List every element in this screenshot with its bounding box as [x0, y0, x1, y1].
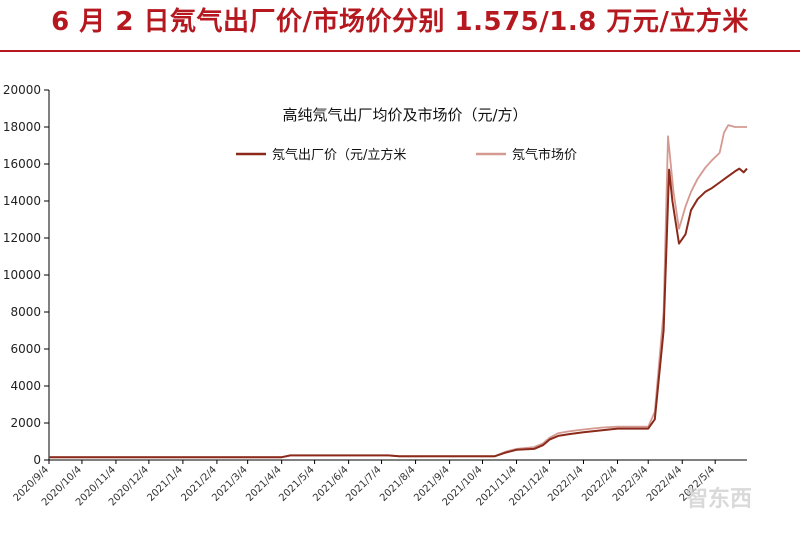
legend: 氖气出厂价（元/立方米 氖气市场价	[236, 147, 577, 163]
x-tick-label: 2021/8/4	[378, 464, 418, 504]
page-title: 6 月 2 日氖气出厂价/市场价分别 1.575/1.8 万元/立方米	[51, 7, 749, 37]
x-tick-label: 2021/1/4	[145, 464, 185, 504]
x-tick-label: 2021/7/4	[344, 464, 384, 504]
y-tick-label: 2000	[10, 416, 41, 430]
chart-title: 高纯氖气出厂均价及市场价（元/方）	[282, 106, 527, 124]
legend-label-factory-price: 氖气出厂价（元/立方米	[272, 147, 406, 163]
title-divider	[0, 50, 800, 52]
x-axis: 2020/9/42020/10/42020/11/42020/12/42021/…	[12, 459, 747, 508]
y-tick-label: 20000	[3, 83, 41, 97]
y-tick-label: 10000	[3, 268, 41, 282]
x-tick-label: 2021/5/4	[277, 464, 317, 504]
y-tick-label: 6000	[10, 342, 41, 356]
series-line-market-price	[49, 124, 747, 459]
y-tick-label: 14000	[3, 194, 41, 208]
y-tick-label: 0	[33, 453, 41, 467]
y-tick-label: 4000	[10, 379, 41, 393]
watermark-logo: 智东西	[686, 486, 752, 512]
series-line-factory-price	[49, 167, 748, 459]
y-tick-label: 16000	[3, 157, 41, 171]
y-axis: 0 2000 4000 6000 8000 10000 12000 14000 16000 180…	[3, 83, 50, 467]
x-tick-label: 2022/1/4	[546, 464, 586, 504]
y-tick-label: 18000	[3, 120, 41, 134]
series-lines	[49, 124, 748, 459]
y-tick-label: 8000	[10, 305, 41, 319]
y-tick-label: 12000	[3, 231, 41, 245]
legend-label-market-price: 氖气市场价	[512, 147, 577, 163]
